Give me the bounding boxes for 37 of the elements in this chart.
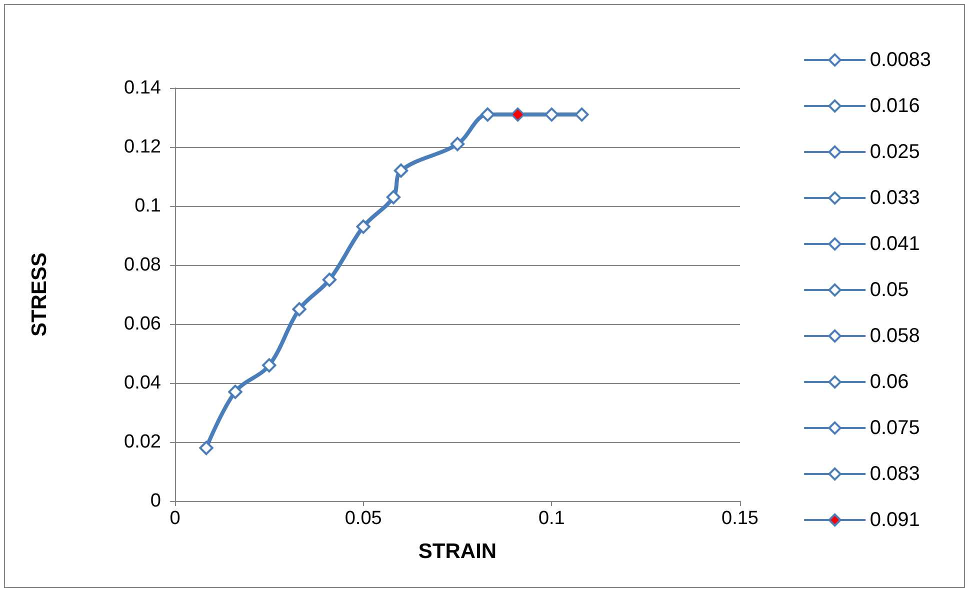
y-tick-label: 0.08 xyxy=(124,254,161,276)
y-tick-label: 0.14 xyxy=(124,78,162,98)
legend-label: 0.091 xyxy=(870,509,920,531)
legend-label: 0.083 xyxy=(870,463,920,485)
legend-label: 0.033 xyxy=(870,187,920,209)
y-axis-title: STRESS xyxy=(28,252,51,337)
legend-label: 0.06 xyxy=(870,371,909,393)
y-tick-label: 0.04 xyxy=(124,372,162,394)
y-tick-label: 0.12 xyxy=(124,136,161,158)
y-tick-label: 0.02 xyxy=(124,432,161,452)
x-tick-label: 0 xyxy=(170,508,180,529)
x-tick-label: 0.05 xyxy=(344,508,382,529)
point xyxy=(262,358,276,372)
x-axis-title: STRAIN xyxy=(418,540,497,563)
point xyxy=(292,302,306,316)
point xyxy=(228,384,242,399)
legend-label: 0.0083 xyxy=(870,49,931,71)
point xyxy=(480,108,495,122)
legend-label: 0.058 xyxy=(870,325,920,347)
y-tick-label: 0 xyxy=(150,490,161,512)
point xyxy=(199,440,214,455)
legend-label: 0.075 xyxy=(870,417,920,439)
legend-label: 0.016 xyxy=(870,95,920,117)
legend-label: 0.05 xyxy=(870,279,909,301)
point xyxy=(386,190,400,204)
y-tick-label: 0.06 xyxy=(124,314,161,334)
legend-label: 0.025 xyxy=(870,141,920,163)
point xyxy=(356,220,370,234)
y-tick-label: 0.1 xyxy=(134,196,161,216)
x-tick-label: 0.1 xyxy=(538,508,565,529)
point xyxy=(394,164,408,178)
point xyxy=(450,137,464,152)
legend-label: 0.041 xyxy=(870,233,920,255)
point xyxy=(544,108,559,122)
point xyxy=(574,108,589,122)
point xyxy=(322,272,336,287)
x-tick-label: 0.15 xyxy=(722,508,758,529)
